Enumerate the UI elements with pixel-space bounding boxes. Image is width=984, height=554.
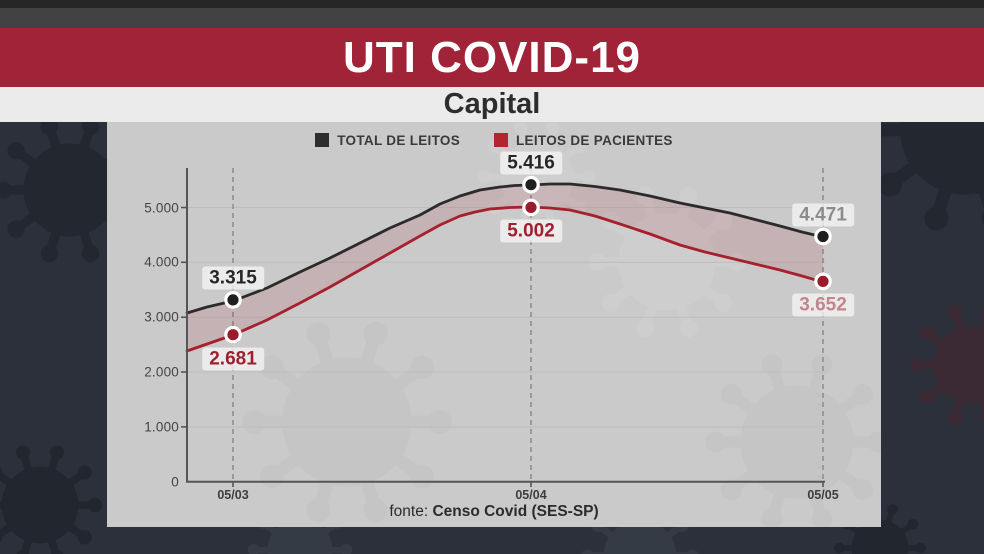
band-fill: [187, 184, 823, 351]
value-label-patients: 5.002: [500, 219, 562, 243]
title-banner: UTI COVID-19: [0, 28, 984, 87]
value-label-patients: 3.652: [792, 293, 854, 317]
y-tick-label: 5.000: [144, 200, 179, 215]
legend-swatch-black: [315, 133, 330, 147]
total-line: [185, 182, 825, 315]
virus-silhouette: [910, 306, 984, 424]
x-tick-label: 05/04: [515, 488, 547, 502]
data-dot-total: [814, 227, 832, 246]
axis-ticks: [181, 206, 824, 487]
virus-silhouette: [0, 446, 102, 554]
x-dashed-guides: [232, 168, 824, 482]
page-title: UTI COVID-19: [342, 32, 642, 82]
page-subtitle: Capital: [443, 88, 541, 120]
y-gridlines: [187, 207, 825, 428]
legend-label-total: TOTAL DE LEITOS: [337, 132, 461, 148]
source-name: Censo Covid (SES-SP): [432, 503, 599, 520]
x-tick-label: 05/03: [217, 488, 249, 502]
data-dot-total: [224, 291, 242, 309]
data-dots: [224, 175, 832, 344]
source-line: fonte: Censo Covid (SES-SP): [107, 503, 881, 521]
value-label-patients: 2.681: [202, 347, 264, 371]
legend-item-patients: LEITOS DE PACIENTES: [494, 133, 673, 148]
data-dot-patients: [224, 325, 242, 344]
data-dot-patients: [522, 198, 540, 217]
line-chart: [181, 168, 832, 487]
source-prefix: fonte:: [389, 503, 429, 520]
data-dot-patients: [814, 272, 832, 291]
axes: [186, 168, 825, 483]
value-label-total: 5.416: [500, 151, 562, 175]
y-tick-label: 2.000: [144, 364, 179, 380]
legend-label-patients: LEITOS DE PACIENTES: [516, 132, 673, 148]
legend-item-total: TOTAL DE LEITOS: [315, 133, 460, 148]
top-gray-strip: [0, 8, 984, 28]
subtitle-banner: Capital: [0, 87, 984, 122]
patients-line: [185, 205, 825, 353]
y-tick-label: 0: [171, 474, 179, 490]
top-black-strip: [0, 0, 984, 8]
legend-swatch-red: [494, 133, 509, 147]
y-tick-label: 4.000: [144, 254, 179, 270]
x-tick-label: 05/05: [807, 488, 839, 502]
chart-legend: TOTAL DE LEITOS LEITOS DE PACIENTES: [107, 131, 881, 149]
value-label-total: 3.315: [202, 266, 264, 290]
value-label-total: 4.471: [792, 203, 854, 226]
y-tick-label: 1.000: [144, 419, 179, 435]
data-dot-total: [522, 175, 540, 194]
y-tick-label: 3.000: [144, 309, 179, 325]
chart-card: TOTAL DE LEITOS LEITOS DE PACIENTES 0 1.…: [107, 122, 881, 527]
